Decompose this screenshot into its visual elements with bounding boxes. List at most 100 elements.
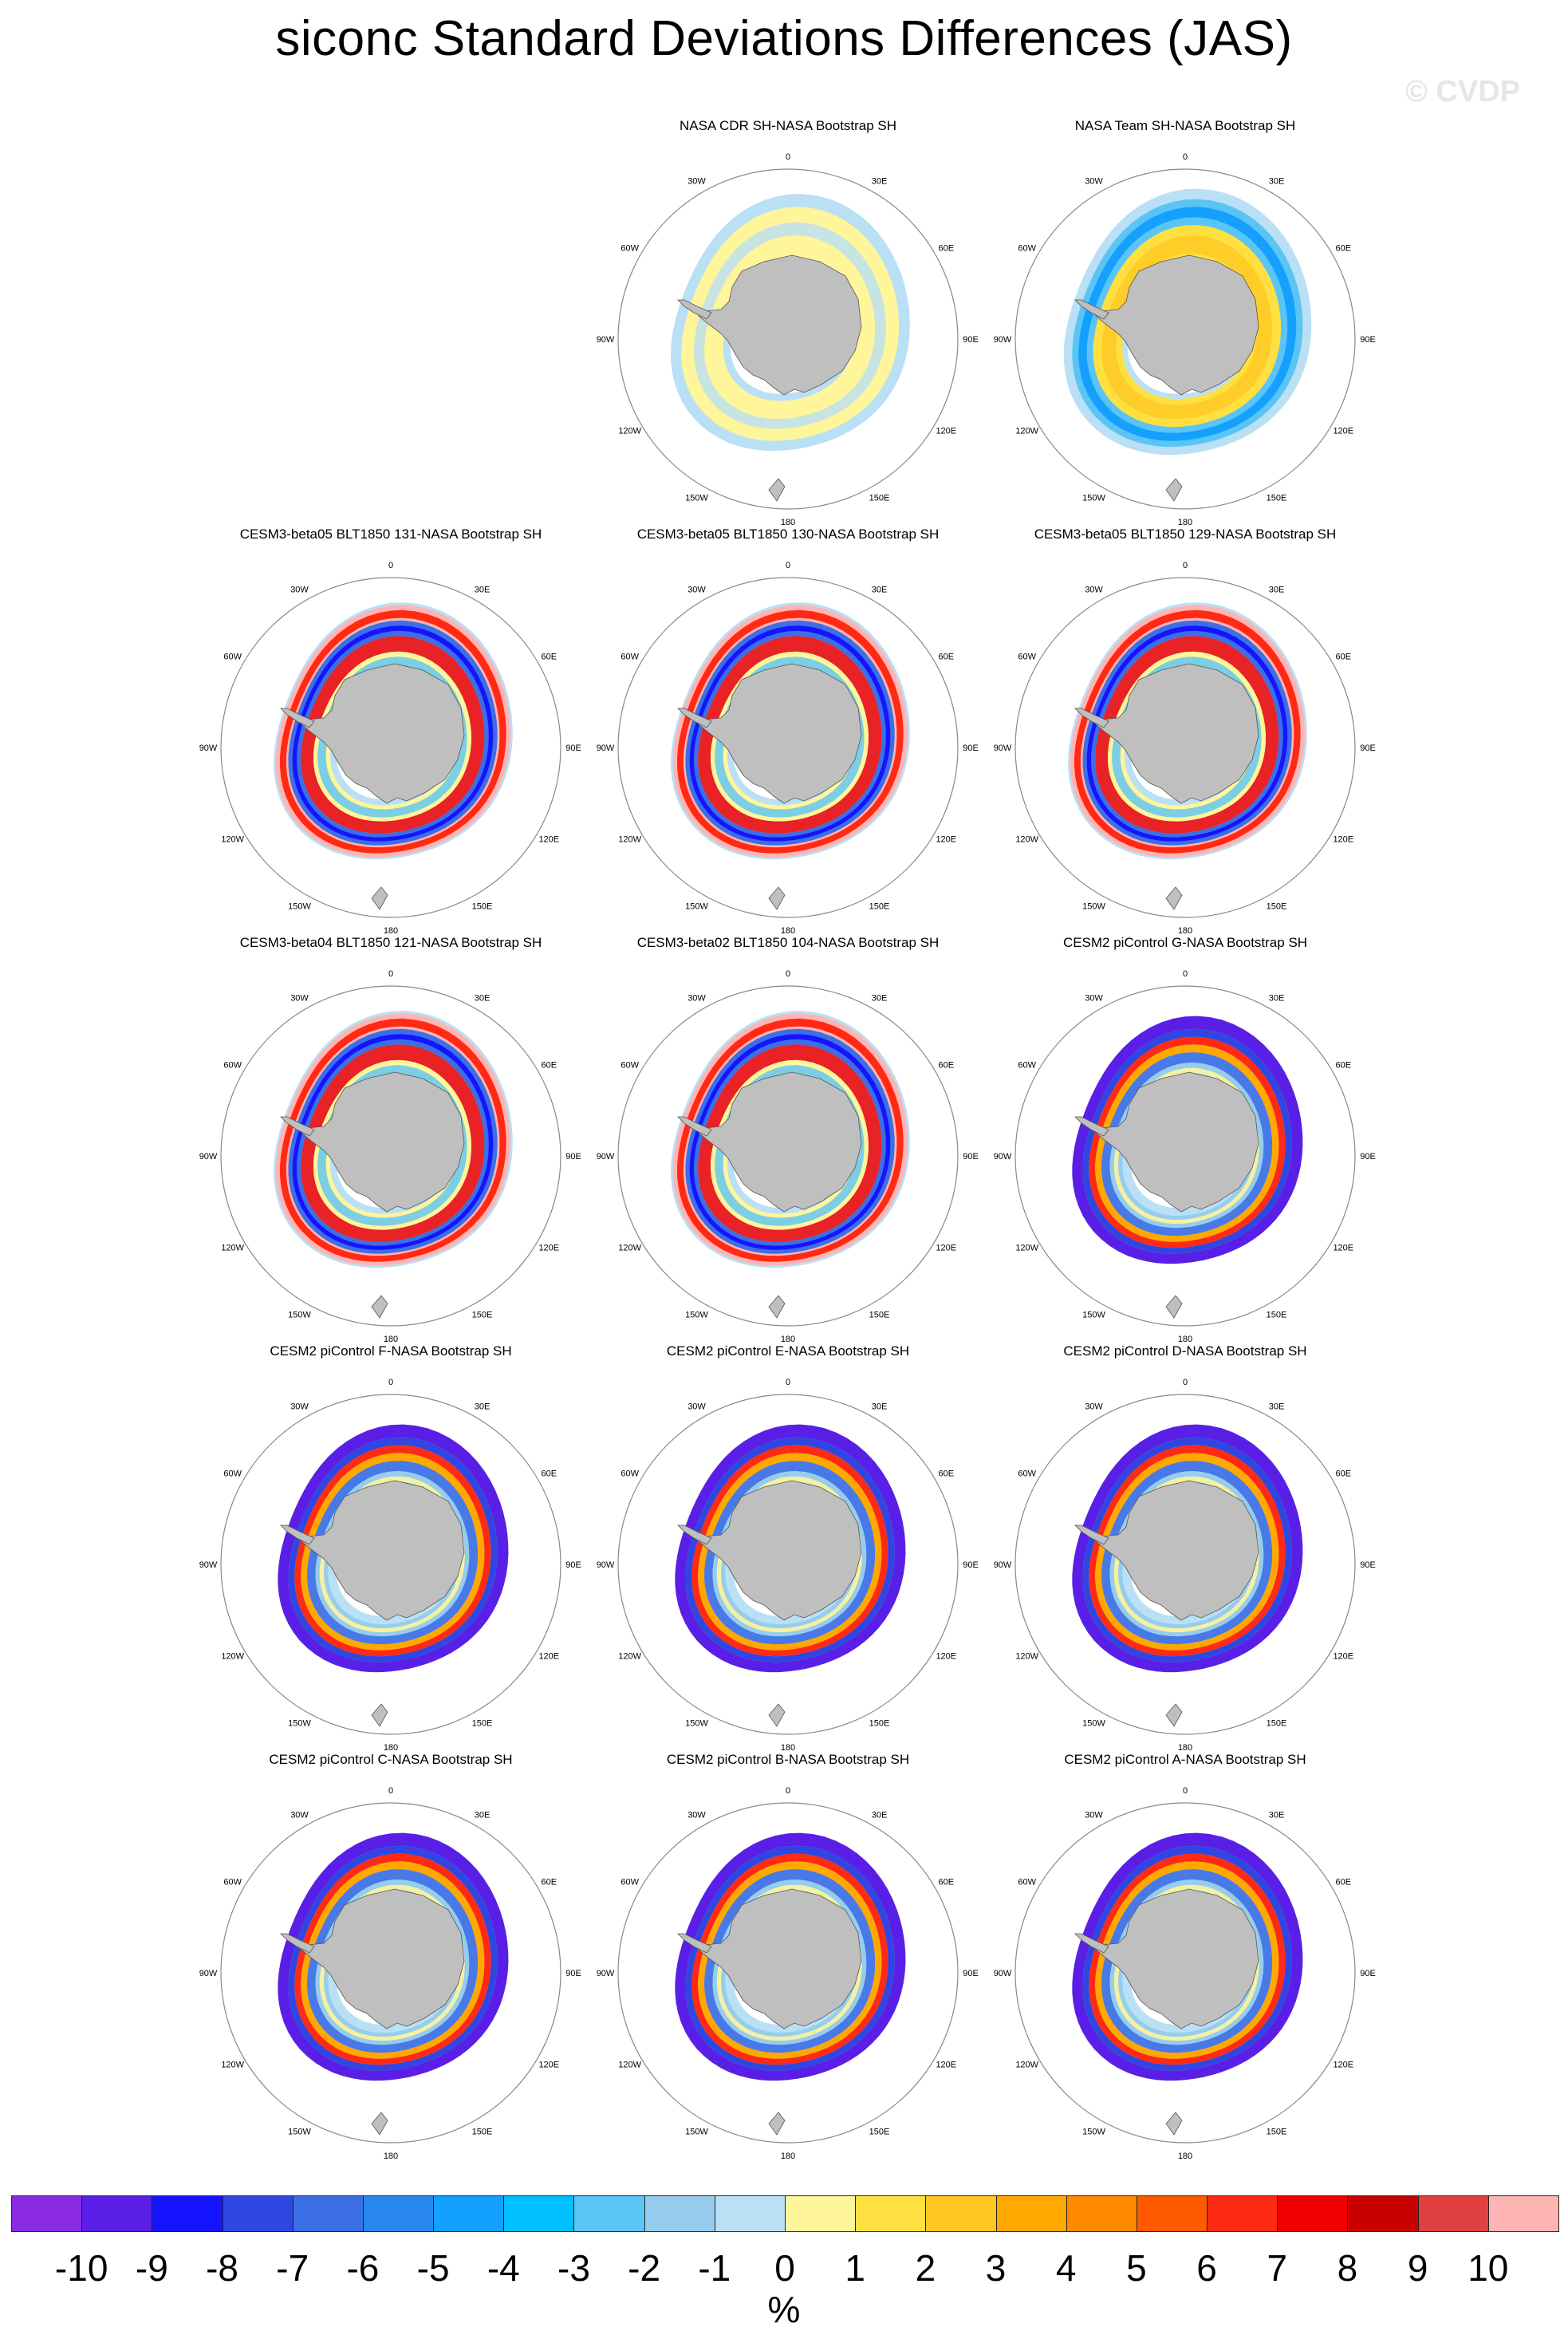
longitude-label: 30W [1085, 1811, 1103, 1820]
longitude-label: 150W [685, 493, 708, 503]
colorbar-swatch [503, 2195, 575, 2232]
colorbar-swatch [362, 2195, 435, 2232]
longitude-label: 30W [290, 1811, 309, 1820]
longitude-label: 90E [1360, 743, 1376, 753]
longitude-label: 150E [869, 1310, 890, 1319]
longitude-label: 60W [621, 1469, 639, 1479]
longitude-label: 0 [786, 152, 790, 162]
longitude-label: 150W [685, 2127, 708, 2136]
map-panel: CESM2 piControl A-NASA Bootstrap SH 0 30E 6… [962, 1752, 1408, 2159]
colorbar-tick-label: -8 [206, 2247, 238, 2289]
panel-title: CESM3-beta04 BLT1850 121-NASA Bootstrap … [239, 935, 542, 950]
longitude-label: 90W [994, 743, 1012, 753]
map-panel: CESM3-beta05 BLT1850 131-NASA Bootstrap … [167, 527, 614, 933]
longitude-label: 30E [872, 1402, 888, 1412]
longitude-label: 120W [1015, 835, 1038, 845]
longitude-label: 150W [288, 1718, 311, 1728]
colorbar-tick-label: 6 [1196, 2247, 1217, 2289]
longitude-label: 120W [1015, 1652, 1038, 1662]
longitude-label: 30E [475, 586, 490, 595]
colorbar-tick-label: 0 [774, 2247, 795, 2289]
longitude-label: 60W [621, 1878, 639, 1887]
panel-title: NASA Team SH-NASA Bootstrap SH [1074, 118, 1296, 133]
panel-title: CESM2 piControl F-NASA Bootstrap SH [270, 1343, 512, 1359]
longitude-label: 180 [384, 2152, 398, 2159]
longitude-label: 150W [288, 901, 311, 911]
polar-stereographic-map: 0 30E 60E 90E 120E 150E 180 150W 120W 90W 60W 30W [994, 1786, 1376, 2159]
polar-stereographic-map: 0 30E 60E 90E 120E 150E 180 150W 120W 90W 60W 30W [597, 1378, 979, 1750]
colorbar-swatch [1136, 2195, 1208, 2232]
panel-title: CESM2 piControl B-NASA Bootstrap SH [666, 1752, 910, 1767]
longitude-label: 150E [472, 2127, 493, 2136]
colorbar [11, 2195, 1559, 2232]
longitude-label: 90E [963, 1560, 979, 1570]
longitude-label: 60E [1336, 244, 1352, 254]
longitude-label: 90W [597, 1560, 615, 1570]
longitude-label: 60E [939, 653, 955, 662]
longitude-label: 120W [618, 427, 641, 436]
longitude-label: 60E [939, 1469, 955, 1479]
longitude-label: 90W [994, 1152, 1012, 1162]
colorbar-tick-label: -2 [628, 2247, 661, 2289]
longitude-label: 60W [1018, 1878, 1036, 1887]
longitude-label: 30E [1269, 177, 1285, 187]
longitude-label: 120E [538, 835, 559, 845]
longitude-label: 90E [565, 1152, 581, 1162]
longitude-label: 150E [869, 493, 890, 503]
longitude-label: 0 [1183, 1786, 1188, 1796]
colorbar-swatch [152, 2195, 223, 2232]
longitude-label: 120E [936, 1652, 956, 1662]
colorbar-tick-label: 1 [845, 2247, 865, 2289]
longitude-label: 150E [1267, 2127, 1287, 2136]
longitude-label: 60E [939, 244, 955, 254]
longitude-label: 30E [1269, 586, 1285, 595]
longitude-label: 120E [1333, 1652, 1353, 1662]
longitude-label: 150E [472, 1310, 493, 1319]
longitude-label: 0 [786, 1378, 790, 1387]
colorbar-swatch [644, 2195, 715, 2232]
longitude-label: 120W [1015, 2061, 1038, 2070]
colorbar-tick-label: 4 [1055, 2247, 1077, 2289]
longitude-label: 150E [1267, 901, 1287, 911]
longitude-label: 180 [781, 1743, 795, 1750]
longitude-label: 60W [223, 653, 242, 662]
longitude-label: 60E [939, 1878, 955, 1887]
longitude-label: 0 [388, 1378, 393, 1387]
longitude-label: 180 [1178, 1335, 1192, 1342]
longitude-label: 120W [221, 1652, 244, 1662]
map-panel: CESM3-beta02 BLT1850 104-NASA Bootstrap … [565, 935, 1011, 1342]
longitude-label: 120E [538, 1244, 559, 1253]
colorbar-swatch [11, 2195, 83, 2232]
colorbar-tick-label: -1 [698, 2247, 731, 2289]
longitude-label: 0 [786, 561, 790, 570]
colorbar-tick-label: -4 [487, 2247, 520, 2289]
map-panel: CESM2 piControl G-NASA Bootstrap SH 0 30E 6… [962, 935, 1408, 1342]
longitude-label: 120E [538, 2061, 559, 2070]
longitude-label: 0 [1183, 1378, 1188, 1387]
longitude-label: 60E [1336, 1061, 1352, 1071]
cvdp-watermark: © CVDP [1405, 75, 1520, 108]
longitude-label: 0 [786, 969, 790, 979]
longitude-label: 60W [621, 244, 639, 254]
panel-title: CESM2 piControl A-NASA Bootstrap SH [1064, 1752, 1306, 1767]
longitude-label: 60E [542, 653, 557, 662]
longitude-label: 90E [963, 335, 979, 345]
longitude-label: 30W [290, 994, 309, 1004]
longitude-label: 30W [687, 177, 706, 187]
longitude-label: 60W [621, 653, 639, 662]
polar-stereographic-map: 0 30E 60E 90E 120E 150E 180 150W 120W 90W 60W 30W [199, 1378, 581, 1750]
longitude-label: 90E [963, 1969, 979, 1978]
longitude-label: 180 [781, 518, 795, 525]
colorbar-swatch [1487, 2195, 1559, 2232]
page-title: siconc Standard Deviations Differences (… [275, 11, 1293, 66]
longitude-label: 180 [781, 2152, 795, 2159]
longitude-label: 90E [1360, 1560, 1376, 1570]
longitude-label: 60W [223, 1061, 242, 1071]
colorbar-tick-label: 7 [1267, 2247, 1288, 2289]
longitude-label: 150W [1082, 2127, 1105, 2136]
longitude-label: 90W [994, 1969, 1012, 1978]
longitude-label: 180 [781, 926, 795, 933]
longitude-label: 120E [1333, 2061, 1353, 2070]
longitude-label: 90W [199, 743, 218, 753]
longitude-label: 60W [223, 1469, 242, 1479]
